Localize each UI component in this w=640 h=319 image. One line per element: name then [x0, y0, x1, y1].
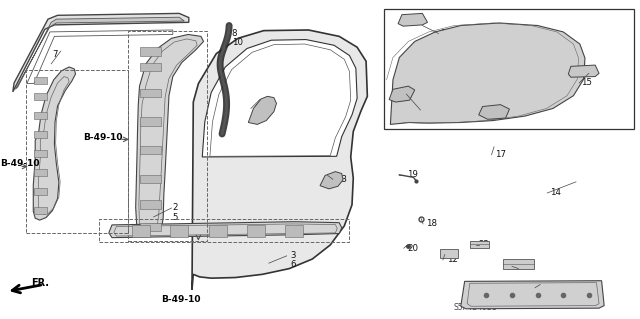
- Text: B-49-10: B-49-10: [161, 295, 201, 304]
- Text: 3: 3: [290, 251, 296, 260]
- Text: 15: 15: [581, 78, 592, 87]
- Text: 18: 18: [426, 219, 437, 228]
- Polygon shape: [202, 40, 357, 157]
- Text: B-49-10: B-49-10: [83, 133, 123, 142]
- Bar: [470, 241, 489, 248]
- Bar: [140, 146, 161, 154]
- Bar: [34, 188, 47, 195]
- Text: B-49-10: B-49-10: [0, 160, 40, 168]
- Bar: [140, 223, 161, 231]
- Bar: [140, 117, 161, 126]
- Polygon shape: [15, 17, 184, 89]
- Text: 16: 16: [424, 106, 435, 115]
- Bar: [384, 9, 634, 129]
- Polygon shape: [398, 13, 428, 26]
- Bar: [440, 249, 458, 258]
- Text: S5P4B4921: S5P4B4921: [453, 303, 497, 312]
- Bar: [140, 47, 161, 56]
- Bar: [285, 225, 303, 237]
- Text: 20: 20: [407, 244, 418, 253]
- Bar: [140, 200, 161, 209]
- Bar: [26, 70, 128, 233]
- Polygon shape: [390, 23, 585, 124]
- Polygon shape: [33, 67, 76, 220]
- Text: 11: 11: [255, 113, 266, 122]
- Text: 13: 13: [336, 175, 347, 184]
- Text: 12: 12: [447, 256, 458, 264]
- Text: 6: 6: [290, 260, 296, 269]
- Text: FR.: FR.: [31, 278, 49, 288]
- Bar: [247, 225, 265, 237]
- Bar: [34, 131, 47, 138]
- Polygon shape: [389, 86, 415, 102]
- Text: 1: 1: [538, 283, 544, 292]
- Text: 21: 21: [516, 262, 527, 271]
- Bar: [140, 89, 161, 97]
- Text: 10: 10: [232, 38, 243, 47]
- Polygon shape: [461, 281, 604, 309]
- Bar: [34, 169, 47, 176]
- Polygon shape: [13, 13, 189, 92]
- Bar: [99, 219, 349, 242]
- Text: 5: 5: [173, 213, 179, 222]
- Text: 15: 15: [440, 29, 451, 38]
- Polygon shape: [136, 34, 204, 237]
- Polygon shape: [192, 30, 367, 290]
- Text: 2: 2: [173, 204, 179, 212]
- Text: 14: 14: [550, 189, 561, 197]
- Bar: [132, 225, 150, 237]
- Text: 22: 22: [479, 241, 490, 249]
- Bar: [128, 31, 207, 241]
- Bar: [34, 150, 47, 157]
- Bar: [34, 207, 47, 214]
- Text: 17: 17: [495, 150, 506, 159]
- Bar: [503, 259, 534, 269]
- Polygon shape: [320, 172, 343, 189]
- Bar: [140, 63, 161, 71]
- Bar: [140, 175, 161, 183]
- Text: 9: 9: [255, 104, 260, 113]
- Text: 7: 7: [52, 50, 58, 59]
- Bar: [34, 93, 47, 100]
- Polygon shape: [568, 65, 599, 77]
- Polygon shape: [248, 96, 276, 124]
- Bar: [170, 225, 188, 237]
- Text: 8: 8: [232, 29, 237, 38]
- Bar: [34, 77, 47, 84]
- Bar: [34, 112, 47, 119]
- Text: 4: 4: [538, 293, 544, 302]
- Polygon shape: [109, 222, 342, 238]
- Text: 19: 19: [407, 170, 418, 179]
- Polygon shape: [479, 105, 509, 119]
- Bar: [209, 225, 227, 237]
